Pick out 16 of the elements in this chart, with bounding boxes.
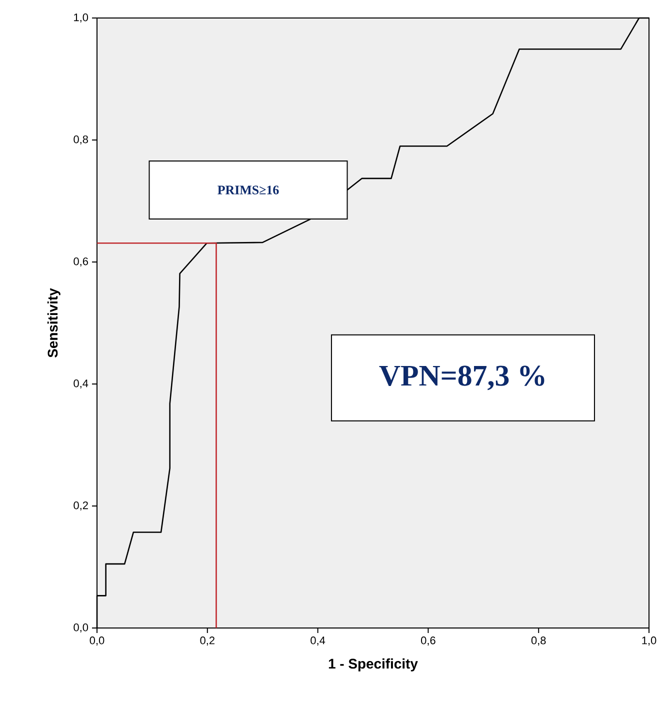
y-tick-label: 0,2: [74, 501, 88, 511]
x-tick-label: 0,4: [310, 636, 326, 646]
x-tick-label: 0,6: [421, 636, 436, 646]
annotation: VPN=87,3 %: [379, 366, 544, 390]
x-tick-label: 0,0: [90, 636, 104, 646]
y-tick-label: 0,6: [74, 257, 88, 267]
y-tick-label: 0,8: [74, 135, 88, 145]
y-tick-label: 0,0: [74, 623, 88, 633]
x-axis-title: 1 - Specificity: [328, 658, 418, 672]
x-tick-label: 0,2: [200, 636, 214, 646]
y-tick-label: 1,0: [74, 13, 88, 23]
x-tick-label: 1,0: [642, 636, 656, 646]
annotation: PRIMS≥16: [218, 186, 279, 194]
x-tick-label: 0,8: [531, 636, 546, 646]
y-tick-label: 0,4: [74, 379, 88, 389]
y-axis-title: Sensitivity: [47, 288, 60, 358]
